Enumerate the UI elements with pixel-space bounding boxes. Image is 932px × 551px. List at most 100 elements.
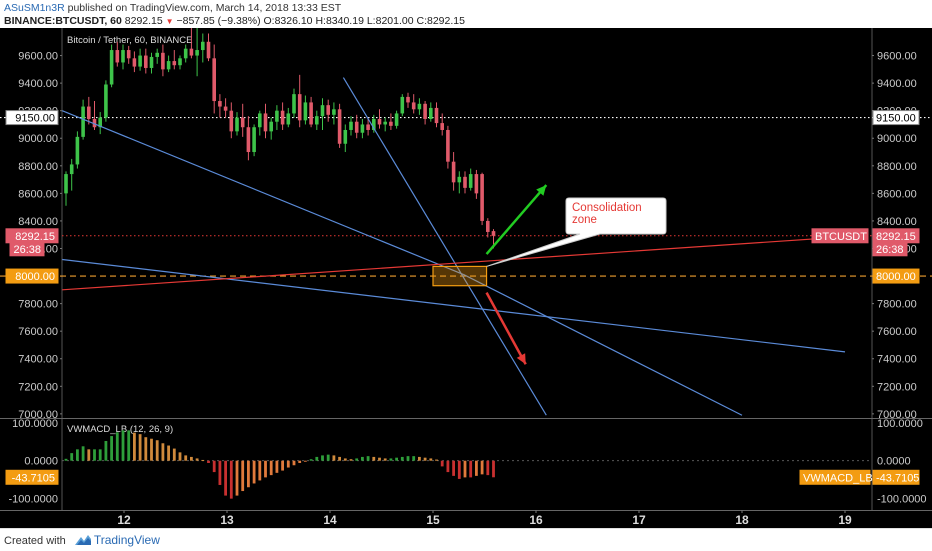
candle-body [104,84,108,118]
ticker-label: BTCUSDT [815,231,867,243]
candle-body [440,123,444,130]
price-tick-left: 8400.00 [18,216,58,228]
candle-body [218,101,222,107]
countdown-right-bg [872,242,908,257]
indicator-title: VWMACD_LB (12, 26, 9) [67,424,173,435]
candle-body [206,41,211,59]
histogram-bar [326,454,330,461]
histogram-bar [457,460,461,479]
candle-body [240,117,245,128]
candle-body [252,127,256,153]
histogram-bar [252,460,256,484]
candle-body [400,96,405,114]
price-tick-right: 8400.00 [877,216,917,228]
candle-body [183,48,188,59]
candle-body [446,129,450,162]
histogram-bar [480,460,484,475]
indicator-value-left-bg [5,469,59,485]
histogram-bar [446,460,450,473]
candle-body [297,94,302,121]
histogram-bar [315,456,319,461]
candle-body [166,61,171,70]
candle-body [423,103,427,119]
histogram-bar [87,449,91,461]
high-value: H:8340.19 [315,15,364,27]
indicator-value-right: -43.7105 [876,472,919,484]
histogram-bar [366,456,370,461]
candle-body [326,105,330,115]
price-tick-left: 9600.00 [18,51,58,63]
level-8000-left-bg [5,268,59,284]
price-tick-left: 7800.00 [18,299,58,311]
price-tick-left: 7600.00 [18,326,58,338]
histogram-bar [133,432,136,461]
blue-trend-line [463,274,743,416]
candle-body [87,106,91,119]
histogram-bar [361,456,364,461]
histogram-bar [275,460,279,473]
histogram-bar [70,453,74,461]
histogram-bar [469,460,473,478]
candle-body [292,94,296,114]
candle-body [172,61,177,66]
histogram-bar [258,460,262,481]
candle-body [189,48,194,56]
histogram-bar [121,430,125,461]
candle-body [411,102,416,110]
candle-body [286,113,291,125]
time-tick-label: 19 [838,513,852,527]
candle-body [258,113,262,128]
candle-body [161,52,165,70]
level-9150-left: 9150.00 [15,113,55,125]
histogram-bar [207,460,210,463]
candle-body [337,109,342,144]
histogram-bar [195,458,199,461]
tradingview-brand-link[interactable]: TradingView [93,533,160,547]
indicator-value-right-bg [872,469,920,485]
candle-body [468,174,473,188]
down-arrow-icon: ▼ [165,17,174,26]
price-tick-left: 8600.00 [18,188,58,200]
time-tick-label: 15 [426,513,440,527]
footer-credit: Created with TradingView [4,533,160,547]
histogram-bar [372,456,376,461]
candle-body [138,55,142,67]
level-9150-right-bg [872,110,920,126]
histogram-bar [229,460,233,499]
price-tick-right: 7200.00 [877,381,917,393]
candle-body [275,110,279,122]
open-value: O:8326.10 [263,15,313,27]
price-tick-left: 8800.00 [18,161,58,173]
histogram-bar [98,449,102,461]
time-tick-label: 12 [117,513,131,527]
candle-body [394,113,399,126]
indicator-value-left: -43.7105 [12,472,55,484]
histogram-bar [269,460,273,476]
price-tick-right: 9400.00 [877,78,917,90]
tradingview-logo-icon [74,535,91,545]
level-9150-right: 9150.00 [876,113,916,125]
candle-body [235,117,239,132]
candle-body [132,58,137,67]
histogram-bar [110,436,113,461]
candle-body [429,107,433,119]
chart-background [0,28,932,528]
bullish-arrow [485,184,548,255]
candle-body [109,50,114,85]
candle-body [434,107,439,124]
indicator-tick-left: 0.0000 [24,456,58,468]
ticker-label-bg [811,228,869,244]
indicator-tick-right: -100.0000 [877,494,927,506]
price-chart[interactable]: 7000.00 7000.00 7200.00 7200.00 7400.00 7400.… [0,28,932,528]
histogram-bar [201,459,205,461]
consolidation-zone-box [432,265,488,287]
histogram-bar [81,446,85,461]
price-change: −857.85 (−9.38%) [176,15,261,27]
histogram-bar [155,440,159,461]
candle-body [246,127,251,153]
author-link[interactable]: ASuSM1n3R [4,2,65,14]
time-tick-label: 16 [529,513,543,527]
indicator-tick-right: 0.0000 [877,456,911,468]
histogram-bar [400,456,404,461]
histogram-bar [286,460,290,468]
